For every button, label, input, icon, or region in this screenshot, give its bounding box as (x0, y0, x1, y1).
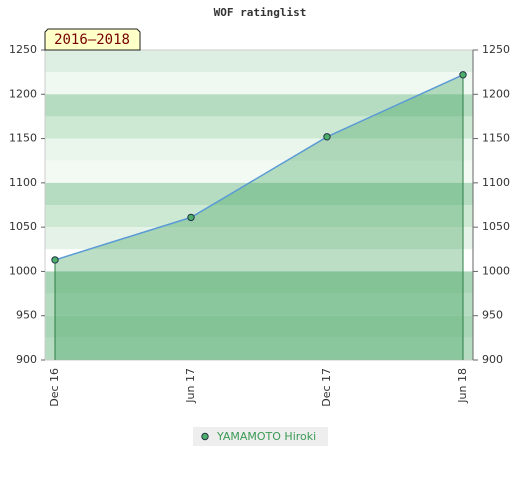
legend-label: YAMAMOTO Hiroki (216, 430, 316, 443)
line (54, 74, 464, 261)
y2-tick-label: 1050 (482, 220, 510, 233)
y2-tick-label: 1150 (482, 132, 510, 145)
y-tick-label: 1050 (9, 220, 37, 233)
band (45, 182, 473, 205)
band (45, 249, 473, 272)
band (45, 205, 473, 228)
area (55, 74, 463, 361)
legend-box (193, 427, 328, 446)
y2-tick-label: 1100 (482, 176, 510, 189)
band (45, 72, 473, 95)
band (45, 271, 473, 294)
band (45, 160, 473, 183)
y2-tick-label: 1250 (482, 43, 510, 56)
marker (51, 256, 59, 264)
y-tick-label: 1000 (9, 264, 37, 277)
y2-tick-label: 950 (482, 309, 503, 322)
legend-marker (201, 432, 209, 441)
x-tick-label: Dec 16 (48, 368, 61, 407)
band (45, 138, 473, 161)
band (45, 227, 473, 250)
chart-title: WOF ratinglist (214, 6, 307, 19)
band (45, 94, 473, 117)
x-tick-label: Jun 17 (184, 368, 197, 404)
y-tick-label: 1250 (9, 43, 37, 56)
y2-tick-label: 1200 (482, 87, 510, 100)
band (45, 116, 473, 139)
marker (323, 133, 331, 141)
y-tick-label: 900 (16, 353, 37, 366)
band (45, 315, 473, 338)
y-tick-label: 950 (16, 309, 37, 322)
y-tick-label: 1200 (9, 87, 37, 100)
y2-tick-label: 900 (482, 353, 503, 366)
y-tick-label: 1150 (9, 132, 37, 145)
x-tick-label: Dec 17 (320, 368, 333, 407)
y2-tick-label: 1000 (482, 264, 510, 277)
annotation-box (44, 28, 141, 51)
marker (187, 213, 195, 222)
marker (459, 71, 467, 79)
band (45, 337, 473, 360)
band (45, 293, 473, 316)
x-tick-label: Jun 18 (456, 368, 469, 404)
y-tick-label: 1100 (9, 176, 37, 189)
band (45, 50, 473, 73)
annotation: 2016–2018 (54, 32, 130, 48)
